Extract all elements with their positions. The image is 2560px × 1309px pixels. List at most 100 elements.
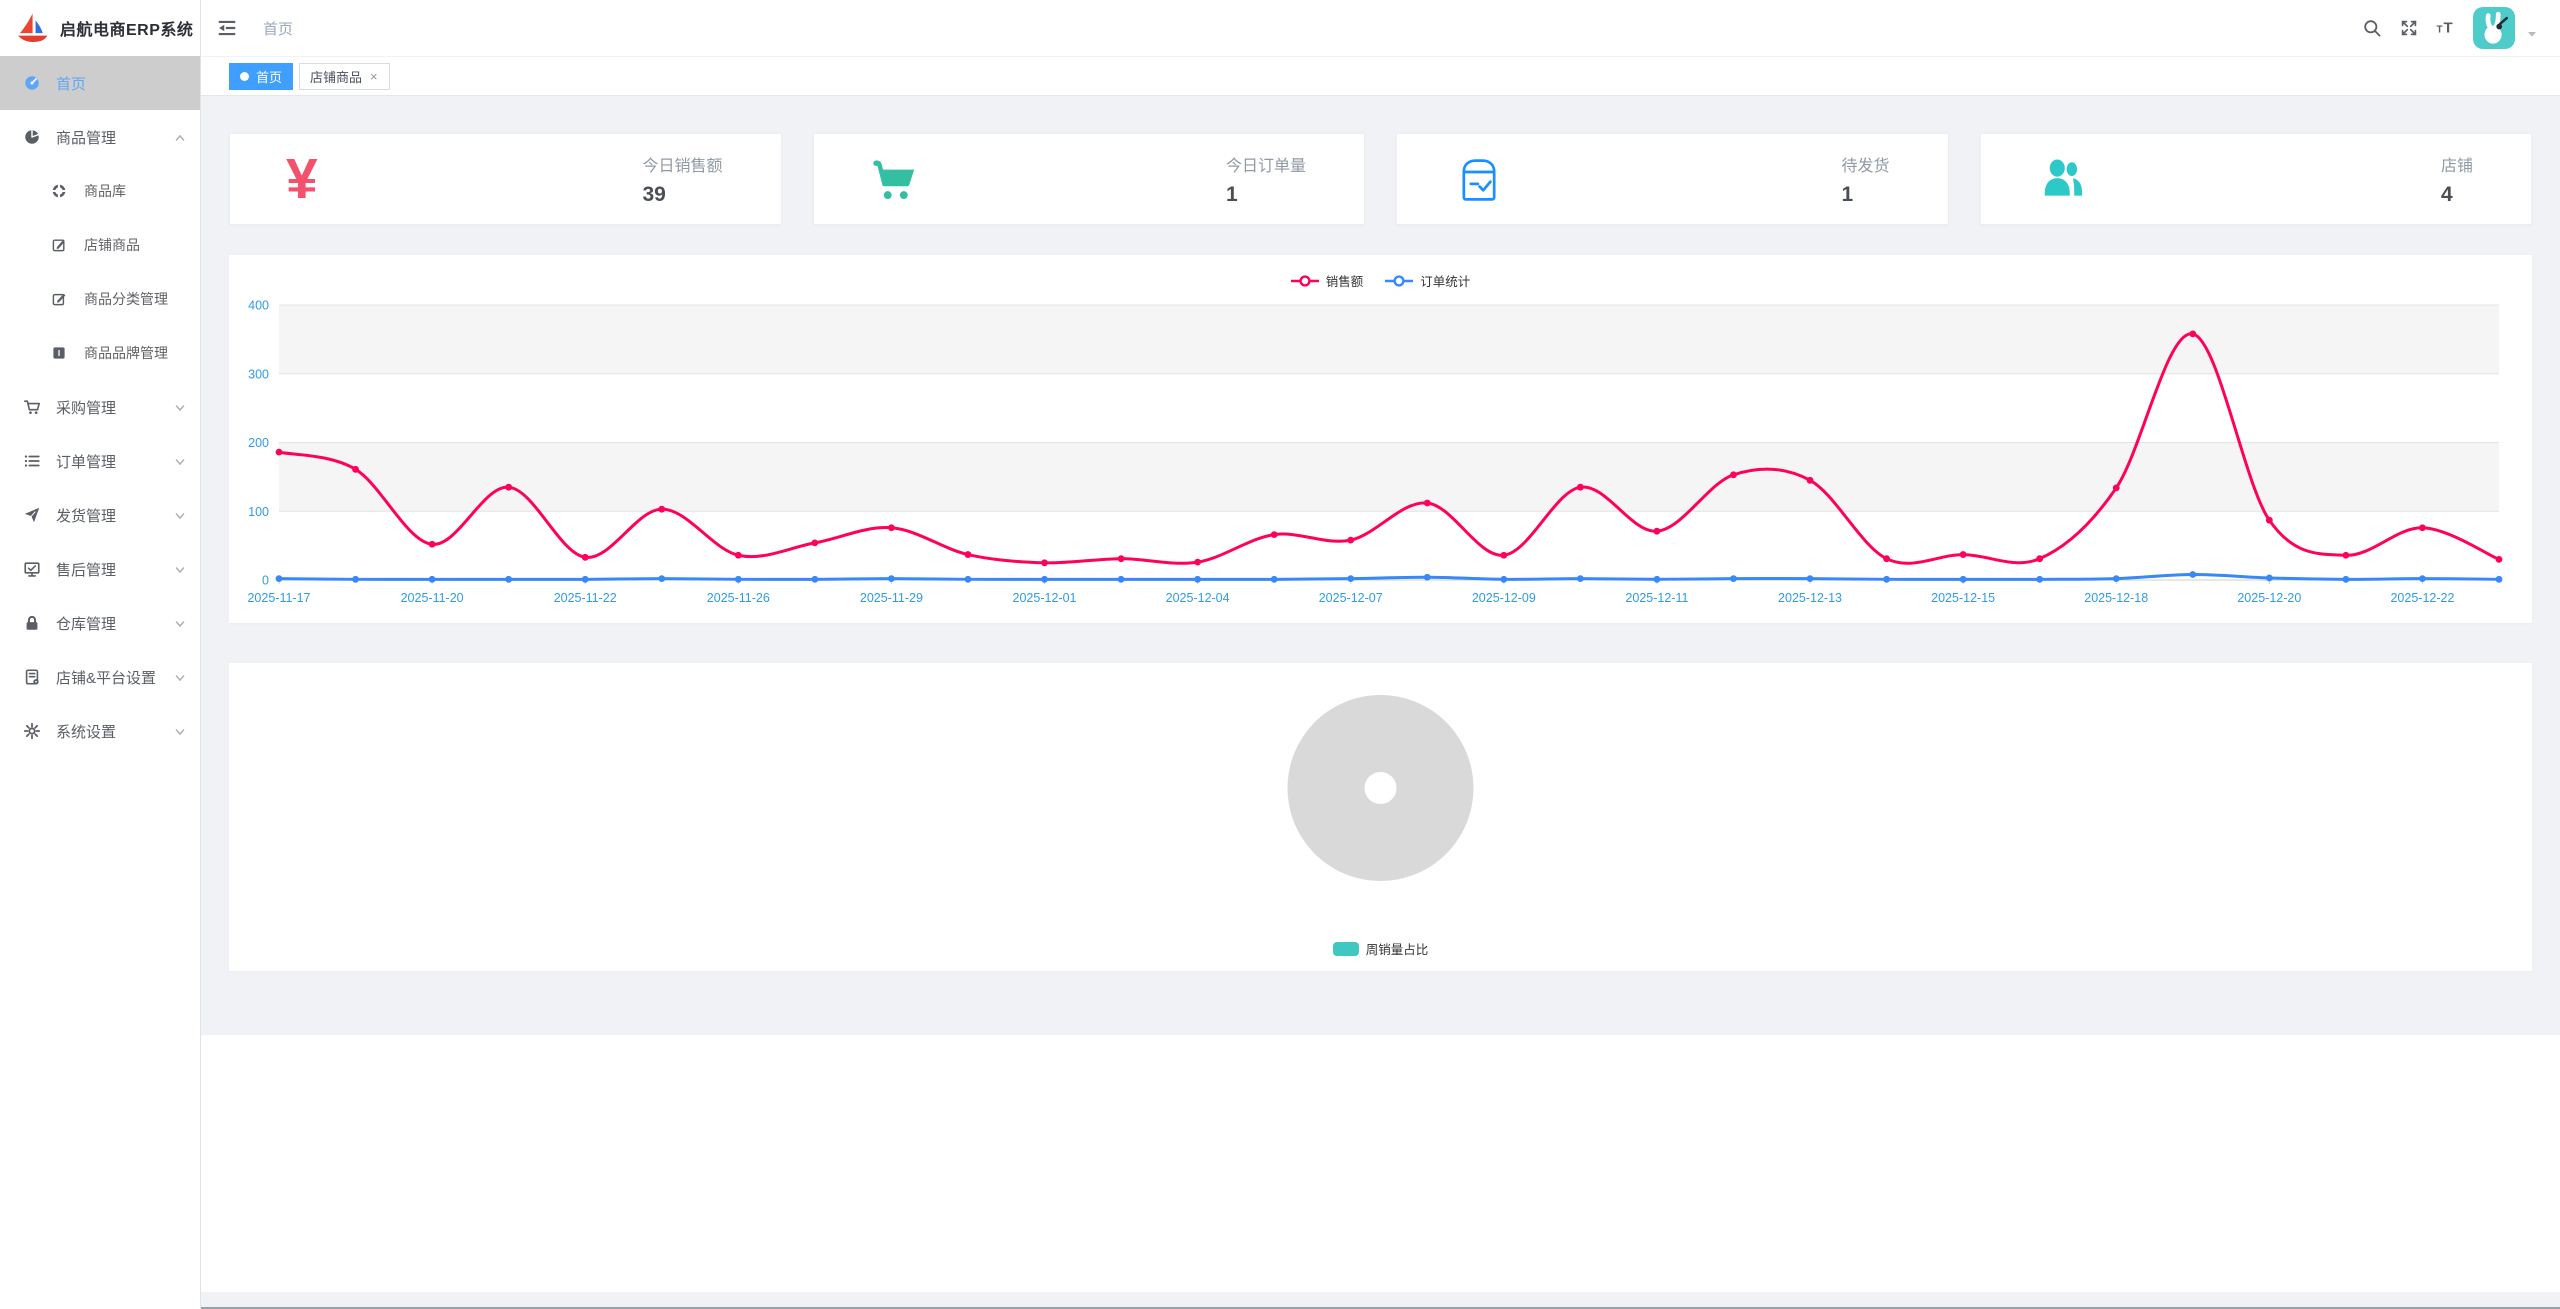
- shop-platform-icon: [23, 668, 41, 686]
- logo-row: 启航电商ERP系统: [0, 0, 200, 56]
- sidebar-item-仓库管理[interactable]: 仓库管理: [0, 596, 200, 650]
- stat-card-今日订单量: 今日订单量 1: [812, 133, 1365, 225]
- legend-item-周销量占比[interactable]: 周销量占比: [1332, 939, 1428, 958]
- svg-text:2025-12-13: 2025-12-13: [1778, 591, 1842, 605]
- sidebar-item-店铺&平台设置[interactable]: 店铺&平台设置: [0, 650, 200, 704]
- stat-card-value: 1: [1225, 182, 1238, 206]
- sidebar-subitem-商品分类管理[interactable]: 商品分类管理: [0, 272, 200, 326]
- font-size-icon[interactable]: T T: [2436, 18, 2456, 38]
- yen-icon: ¥: [286, 146, 318, 211]
- tab-店铺商品[interactable]: 店铺商品 ×: [299, 62, 390, 90]
- sidebar-item-label: 订单管理: [56, 453, 117, 471]
- pie-chart-legend: 周销量占比: [229, 939, 2532, 958]
- svg-text:2025-11-20: 2025-11-20: [401, 591, 464, 605]
- pie-legend-swatch: [1332, 941, 1359, 956]
- fullscreen-icon[interactable]: [2399, 18, 2419, 38]
- sidebar: 启航电商ERP系统 首页商品管理商品库店铺商品商品分类管理 I 商品品牌管理采购管理…: [0, 0, 201, 1309]
- tabs-bar: 首页 店铺商品 ×: [201, 57, 2560, 96]
- stat-card-text: 店铺 4: [2441, 152, 2473, 207]
- fold-sidebar-icon[interactable]: [216, 17, 238, 39]
- sidebar-item-label: 发货管理: [56, 507, 117, 525]
- chevron-up-icon: [174, 131, 186, 143]
- svg-text:2025-11-26: 2025-11-26: [707, 591, 770, 605]
- active-tab-dot: [240, 71, 249, 81]
- sidebar-item-label: 商品管理: [56, 129, 117, 147]
- sidebar-item-订单管理[interactable]: 订单管理: [0, 434, 200, 488]
- edit-icon: [51, 237, 69, 253]
- svg-text:I: I: [58, 348, 60, 358]
- tab-首页[interactable]: 首页: [229, 62, 294, 90]
- sidebar-item-采购管理[interactable]: 采购管理: [0, 380, 200, 434]
- svg-text:2025-12-11: 2025-12-11: [1625, 591, 1688, 605]
- pie-chart-icon: [23, 128, 41, 146]
- content-bottom-filler: [201, 1035, 2560, 1292]
- svg-text:2025-11-17: 2025-11-17: [247, 591, 310, 605]
- stat-card-text: 今日订单量 1: [1226, 152, 1306, 207]
- search-icon[interactable]: [2362, 18, 2382, 38]
- sidebar-subitem-商品品牌管理[interactable]: I 商品品牌管理: [0, 326, 200, 380]
- navbar-actions: T T: [2362, 7, 2538, 49]
- stat-card-text: 今日销售额 39: [642, 152, 722, 207]
- svg-text:T: T: [2444, 20, 2453, 37]
- chevron-down-icon: [174, 563, 186, 575]
- sidebar-item-label: 首页: [56, 75, 87, 93]
- svg-text:0: 0: [262, 574, 269, 588]
- sidebar-subitem-店铺商品[interactable]: 店铺商品: [0, 218, 200, 272]
- cart-icon: [23, 398, 41, 416]
- weekly-sales-pie-card: 周销量占比: [229, 663, 2532, 971]
- sidebar-item-系统设置[interactable]: 系统设置: [0, 704, 200, 758]
- sidebar-subitem-商品库[interactable]: 商品库: [0, 164, 200, 218]
- svg-text:2025-11-29: 2025-11-29: [860, 591, 923, 605]
- app-title: 启航电商ERP系统: [60, 22, 194, 39]
- legend-item-销售额[interactable]: 销售额: [1290, 271, 1364, 290]
- svg-text:400: 400: [248, 299, 269, 313]
- svg-text:2025-12-20: 2025-12-20: [2237, 591, 2301, 605]
- legend-item-订单统计[interactable]: 订单统计: [1385, 271, 1470, 290]
- legend-label: 订单统计: [1420, 275, 1471, 289]
- stat-cards-row: ¥ 今日销售额 39 今日订单量 1 待发货 1 店铺 4: [229, 133, 2532, 225]
- chevron-down-icon: [174, 617, 186, 629]
- stat-card-label: 今日销售额: [642, 157, 723, 175]
- sidebar-item-商品管理[interactable]: 商品管理: [0, 110, 200, 164]
- ring-icon: [51, 183, 69, 199]
- page-bottom-edge: [201, 1307, 2560, 1309]
- sales-line-chart-card: 销售额 订单统计 0 100 200 300 400 2025-11-17 2025-11-2…: [229, 255, 2532, 623]
- stat-card-label: 待发货: [1841, 157, 1890, 175]
- aftersale-icon: [23, 560, 41, 578]
- sidebar-subitem-label: 商品品牌管理: [84, 345, 168, 361]
- svg-text:2025-12-18: 2025-12-18: [2084, 591, 2148, 605]
- svg-text:2025-12-07: 2025-12-07: [1319, 591, 1383, 605]
- svg-text:300: 300: [248, 367, 269, 381]
- sales-line-chart[interactable]: 0 100 200 300 400 2025-11-17 2025-11-20 2025-11…: [229, 255, 2532, 623]
- chevron-down-icon: [174, 401, 186, 413]
- navbar: 首页 T: [201, 0, 2560, 57]
- sidebar-item-首页[interactable]: 首页: [0, 56, 200, 110]
- line-legend-marker: [1385, 274, 1414, 287]
- sidebar-subitem-label: 店铺商品: [84, 237, 140, 253]
- user-avatar[interactable]: [2473, 7, 2515, 49]
- sidebar-item-label: 系统设置: [56, 723, 117, 741]
- stat-card-待发货: 待发货 1: [1396, 133, 1949, 225]
- stat-card-label: 今日订单量: [1225, 157, 1306, 175]
- content-area: ¥ 今日销售额 39 今日订单量 1 待发货 1 店铺 4 销售额 订单统计 0 100 200 300…: [201, 96, 2560, 1309]
- brand-icon: I: [51, 345, 69, 361]
- stat-card-今日销售额: ¥ 今日销售额 39: [229, 133, 782, 225]
- weekly-sales-donut-chart[interactable]: [229, 663, 2532, 971]
- chevron-down-icon: [174, 725, 186, 737]
- send-icon: [23, 506, 41, 524]
- svg-text:2025-12-04: 2025-12-04: [1166, 591, 1230, 605]
- sidebar-item-售后管理[interactable]: 售后管理: [0, 542, 200, 596]
- caret-down-icon[interactable]: [2526, 27, 2538, 39]
- stat-card-店铺: 店铺 4: [1979, 133, 2532, 225]
- sidebar-item-发货管理[interactable]: 发货管理: [0, 488, 200, 542]
- sidebar-menu: 首页商品管理商品库店铺商品商品分类管理 I 商品品牌管理采购管理订单管理发货管理售后…: [0, 56, 200, 758]
- sidebar-item-label: 店铺&平台设置: [56, 669, 157, 687]
- close-tab-icon[interactable]: ×: [370, 68, 378, 84]
- chevron-down-icon: [174, 455, 186, 467]
- line-chart-legend: 销售额 订单统计: [229, 271, 2532, 290]
- cart-solid-icon: [870, 153, 922, 205]
- tab-label: 首页: [256, 69, 283, 85]
- legend-label: 销售额: [1325, 275, 1364, 289]
- svg-text:2025-12-22: 2025-12-22: [2390, 591, 2454, 605]
